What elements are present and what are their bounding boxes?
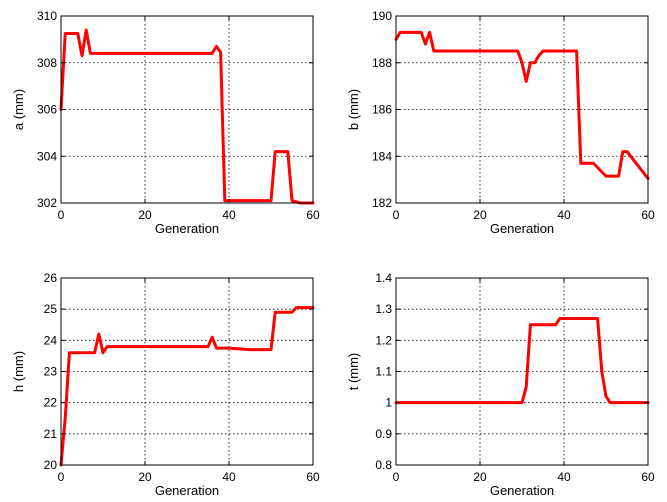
y-tick-label: 184 — [372, 149, 392, 163]
y-axis-label-h: h (mm) — [11, 351, 26, 392]
y-axis-label-a: a (mm) — [11, 89, 26, 130]
y-tick-label: 306 — [37, 103, 57, 117]
y-tick-label: 24 — [44, 333, 58, 347]
x-tick-label: 60 — [641, 208, 655, 222]
y-tick-label: 22 — [44, 396, 58, 410]
x-tick-label: 20 — [138, 208, 152, 222]
x-tick-label: 0 — [58, 208, 65, 222]
x-tick-label: 20 — [473, 208, 487, 222]
y-tick-label: 26 — [44, 271, 58, 285]
y-tick-label: 0.9 — [375, 427, 392, 441]
y-tick-label: 308 — [37, 56, 57, 70]
y-tick-label: 190 — [372, 9, 392, 23]
x-tick-label: 60 — [306, 208, 320, 222]
y-tick-label: 1.3 — [375, 302, 392, 316]
y-tick-label: 23 — [44, 365, 58, 379]
x-tick-label: 0 — [393, 208, 400, 222]
x-tick-label: 0 — [58, 470, 65, 484]
plot-frame-h — [60, 277, 314, 466]
x-tick-label: 40 — [557, 470, 571, 484]
series-line-h — [59, 306, 315, 467]
plot-frame-t — [395, 277, 649, 466]
plot-frame-a — [60, 15, 314, 204]
y-tick-label: 1.1 — [375, 365, 392, 379]
series-line-b — [394, 30, 650, 180]
y-axis-label-b: b (mm) — [346, 89, 361, 130]
x-axis-label-a: Generation — [155, 221, 219, 236]
y-tick-label: 0.8 — [375, 458, 392, 472]
y-tick-label: 182 — [372, 196, 392, 210]
y-tick-label: 310 — [37, 9, 57, 23]
panel-a: 0 20 40 60 302 304 306 308 310 Generation a (mm) — [11, 9, 320, 236]
series-line-a — [59, 28, 315, 205]
y-tick-label: 21 — [44, 427, 58, 441]
y-tick-label: 186 — [372, 103, 392, 117]
y-tick-label: 188 — [372, 56, 392, 70]
y-tick-label: 1 — [385, 396, 392, 410]
y-tick-label: 302 — [37, 196, 57, 210]
x-tick-label: 60 — [306, 470, 320, 484]
x-axis-label-h: Generation — [155, 483, 219, 498]
y-axis-label-t: t (mm) — [346, 353, 361, 391]
x-axis-label-b: Generation — [490, 221, 554, 236]
x-tick-label: 40 — [557, 208, 571, 222]
series-line-t — [394, 317, 650, 405]
x-tick-label: 20 — [473, 470, 487, 484]
y-tick-label: 304 — [37, 149, 57, 163]
y-tick-label: 25 — [44, 302, 58, 316]
y-tick-label: 1.2 — [375, 333, 392, 347]
x-tick-label: 20 — [138, 470, 152, 484]
x-tick-label: 0 — [393, 470, 400, 484]
x-axis-label-t: Generation — [490, 483, 554, 498]
x-tick-label: 40 — [222, 470, 236, 484]
x-tick-label: 40 — [222, 208, 236, 222]
x-tick-label: 60 — [641, 470, 655, 484]
y-tick-label: 20 — [44, 458, 58, 472]
y-tick-label: 1.4 — [375, 271, 392, 285]
panel-b: 0 20 40 60 182 184 186 188 190 Generation b (mm) — [346, 9, 655, 236]
panel-t: 0 20 40 60 0.8 0.9 1 1.1 1.2 1.3 1.4 Generation t (m… — [346, 271, 655, 498]
